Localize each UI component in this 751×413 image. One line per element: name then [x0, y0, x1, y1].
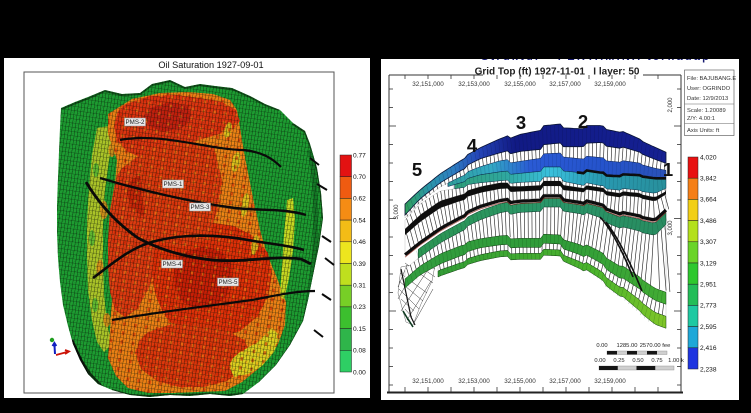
- svg-text:Scale: 1.20089: Scale: 1.20089: [687, 108, 726, 114]
- svg-text:2,595: 2,595: [700, 324, 717, 331]
- svg-text:1: 1: [663, 159, 673, 180]
- svg-text:2,000: 2,000: [668, 97, 674, 113]
- svg-text:3,307: 3,307: [700, 239, 717, 246]
- svg-text:Grid Top (ft) 1927-11-01 I l: Grid Top (ft) 1927-11-01 I layer: 50: [475, 67, 640, 78]
- svg-text:Z/Y: 4.00:1: Z/Y: 4.00:1: [687, 116, 715, 122]
- svg-text:0.77: 0.77: [353, 152, 366, 159]
- svg-text:0.08: 0.08: [353, 348, 366, 355]
- svg-text:0.00: 0.00: [353, 369, 366, 376]
- svg-text:32,153,000: 32,153,000: [458, 81, 490, 88]
- svg-text:5: 5: [412, 159, 422, 180]
- svg-text:2,773: 2,773: [700, 303, 717, 310]
- svg-text:User: OGRINDO: User: OGRINDO: [687, 86, 731, 92]
- svg-text:32,151,000: 32,151,000: [412, 81, 444, 88]
- svg-text:2,416: 2,416: [700, 345, 717, 352]
- svg-text:Struktur - PERTAMINA terhadap: Struktur - PERTAMINA terhadap: [481, 59, 711, 63]
- svg-text:0.23: 0.23: [353, 304, 366, 311]
- svg-text:0.50: 0.50: [632, 358, 643, 364]
- svg-text:2,951: 2,951: [700, 282, 717, 289]
- svg-text:32,159,000: 32,159,000: [594, 378, 626, 385]
- svg-text:1285.00: 1285.00: [617, 343, 638, 349]
- svg-text:File: BAJUBANG.E: File: BAJUBANG.E: [687, 76, 736, 82]
- svg-text:4,020: 4,020: [700, 154, 717, 161]
- svg-text:0.31: 0.31: [353, 283, 366, 290]
- svg-text:2: 2: [578, 111, 588, 132]
- svg-text:PMS-1: PMS-1: [164, 181, 183, 188]
- svg-text:2,238: 2,238: [700, 366, 717, 373]
- svg-text:32,155,000: 32,155,000: [504, 81, 536, 88]
- svg-text:PMS-3: PMS-3: [191, 204, 210, 211]
- svg-text:32,157,000: 32,157,000: [549, 81, 581, 88]
- svg-text:0.75: 0.75: [651, 358, 662, 364]
- svg-text:Oil Saturation 1927-09-01: Oil Saturation 1927-09-01: [158, 60, 263, 70]
- svg-text:32,159,000: 32,159,000: [594, 81, 626, 88]
- svg-text:3,129: 3,129: [700, 260, 717, 267]
- svg-text:0.62: 0.62: [353, 196, 366, 203]
- svg-text:3,000: 3,000: [394, 204, 400, 220]
- svg-text:32,153,000: 32,153,000: [458, 378, 490, 385]
- svg-text:4: 4: [467, 135, 478, 156]
- svg-text:0.15: 0.15: [353, 326, 366, 333]
- svg-text:3,664: 3,664: [700, 197, 717, 204]
- svg-text:32,157,000: 32,157,000: [549, 378, 581, 385]
- svg-text:PMS-5: PMS-5: [219, 279, 238, 286]
- svg-text:Date: 12/9/2013: Date: 12/9/2013: [687, 96, 728, 102]
- svg-text:3,842: 3,842: [700, 176, 717, 183]
- svg-text:0.00: 0.00: [596, 343, 607, 349]
- svg-text:3,000: 3,000: [668, 220, 674, 236]
- svg-text:0.54: 0.54: [353, 217, 366, 224]
- svg-text:1.00 k: 1.00 k: [668, 358, 684, 364]
- svg-text:3,486: 3,486: [700, 218, 717, 225]
- svg-text:32,155,000: 32,155,000: [504, 378, 536, 385]
- svg-text:0.70: 0.70: [353, 174, 366, 181]
- svg-text:0.25: 0.25: [613, 358, 624, 364]
- svg-text:2570.00 fee: 2570.00 fee: [640, 343, 671, 349]
- svg-text:Axis Units: ft: Axis Units: ft: [687, 128, 720, 134]
- svg-text:0.39: 0.39: [353, 261, 366, 268]
- svg-text:PMS-2: PMS-2: [126, 119, 145, 126]
- svg-text:0.46: 0.46: [353, 239, 366, 246]
- svg-text:3: 3: [516, 112, 526, 133]
- svg-text:32,151,000: 32,151,000: [412, 378, 444, 385]
- svg-text:PMS-4: PMS-4: [163, 261, 182, 268]
- svg-text:0.00: 0.00: [594, 358, 605, 364]
